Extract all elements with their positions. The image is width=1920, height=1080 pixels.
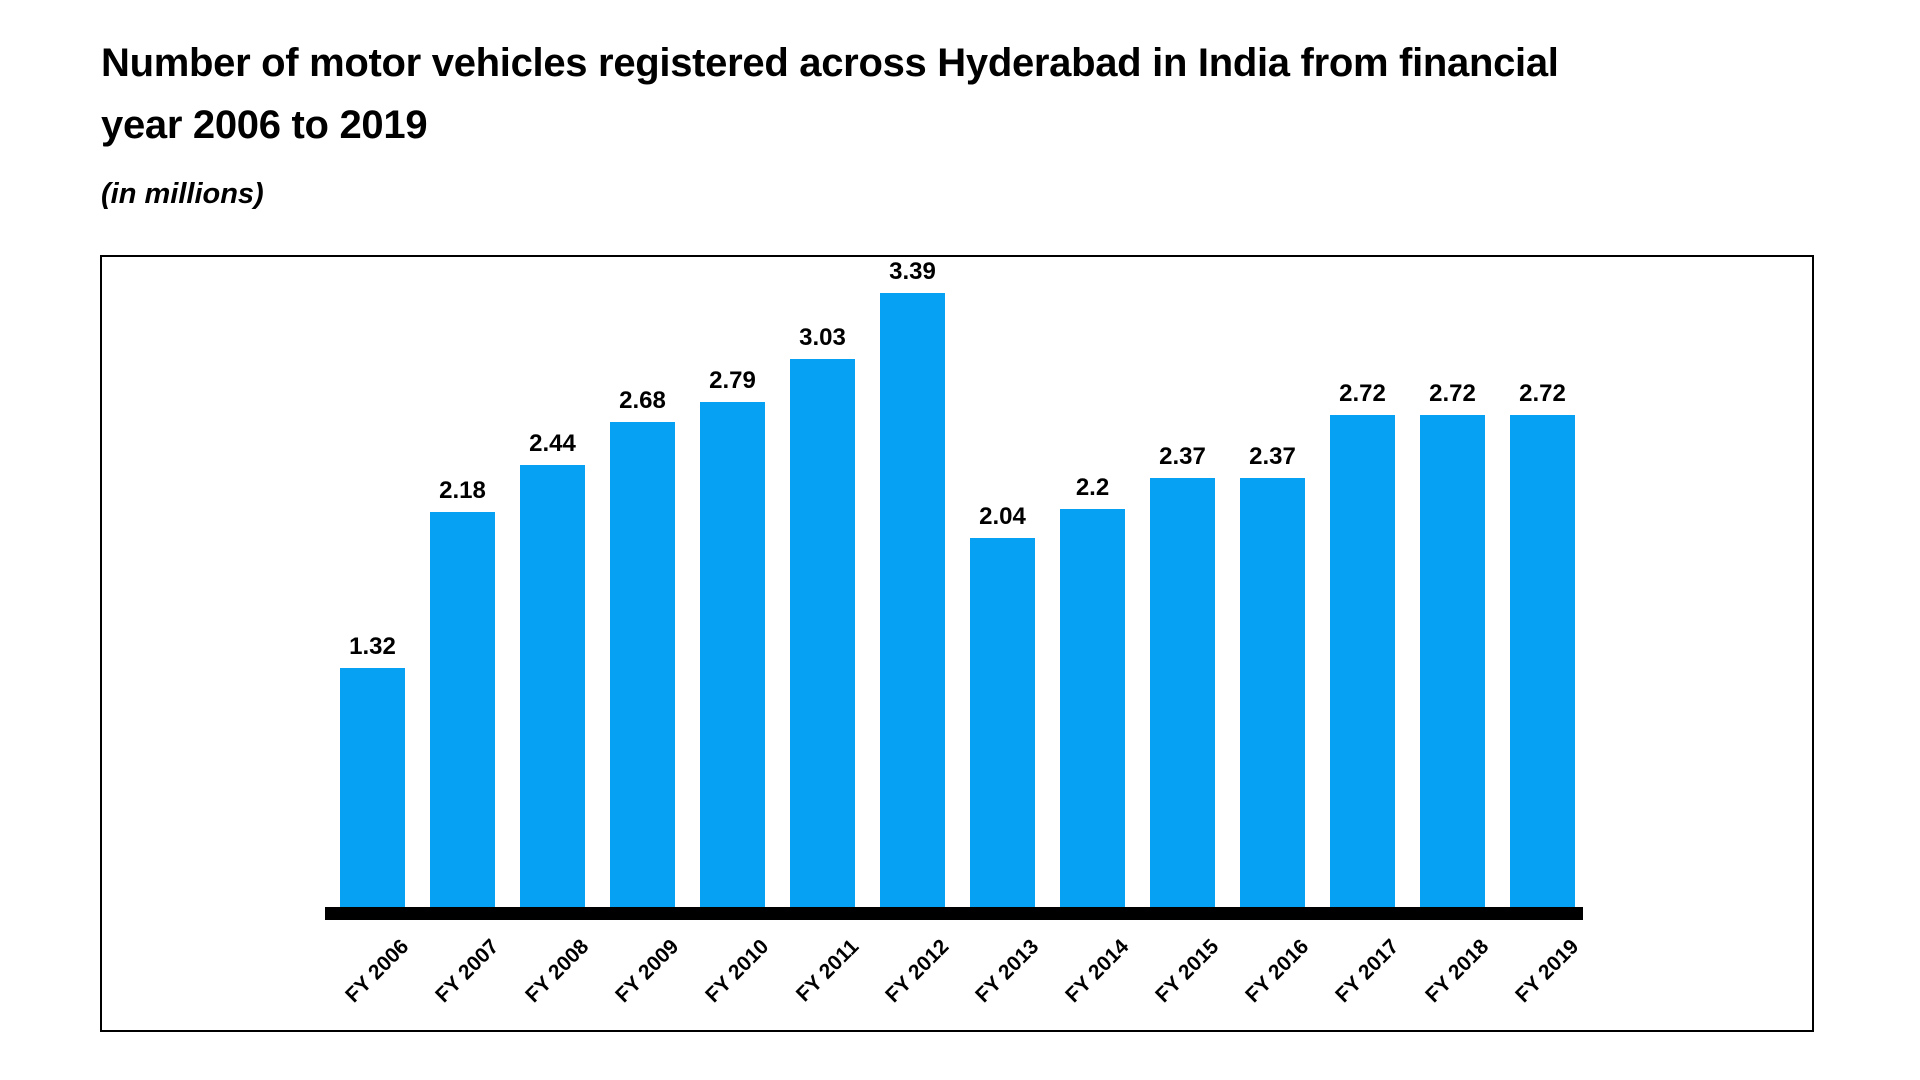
bar-fy-2013 bbox=[970, 538, 1035, 907]
value-label-fy-2010: 2.79 bbox=[709, 367, 756, 394]
value-label-fy-2011: 3.03 bbox=[799, 324, 846, 351]
bar-fy-2008 bbox=[520, 465, 585, 907]
value-label-fy-2006: 1.32 bbox=[349, 633, 396, 660]
value-label-fy-2013: 2.04 bbox=[979, 503, 1026, 530]
bar-fy-2014 bbox=[1060, 509, 1125, 907]
chart-title-line-1: Number of motor vehicles registered acro… bbox=[101, 41, 1559, 85]
x-axis-line bbox=[325, 907, 1583, 920]
bar-fy-2010 bbox=[700, 402, 765, 907]
value-label-fy-2012: 3.39 bbox=[889, 258, 936, 285]
bar-fy-2009 bbox=[610, 422, 675, 907]
plot-area: 1.32 FY 2006 2.18 FY 2007 2.44 FY 2008 2.68 FY … bbox=[102, 257, 1812, 1030]
bar-fy-2007 bbox=[430, 512, 495, 907]
bar-fy-2016 bbox=[1240, 478, 1305, 907]
bar-fy-2018 bbox=[1420, 415, 1485, 907]
value-label-fy-2017: 2.72 bbox=[1339, 380, 1386, 407]
chart-header: Number of motor vehicles registered acro… bbox=[101, 32, 1581, 211]
bar-fy-2017 bbox=[1330, 415, 1395, 907]
value-label-fy-2014: 2.2 bbox=[1075, 474, 1110, 501]
value-label-fy-2016: 2.37 bbox=[1249, 443, 1296, 470]
bar-fy-2012 bbox=[880, 293, 945, 907]
chart-frame: 1.32 FY 2006 2.18 FY 2007 2.44 FY 2008 2.68 FY … bbox=[100, 255, 1814, 1032]
value-label-fy-2008: 2.44 bbox=[529, 430, 576, 457]
bar-fy-2011 bbox=[790, 359, 855, 907]
bar-fy-2015 bbox=[1150, 478, 1215, 907]
bar-fy-2006 bbox=[340, 668, 405, 907]
value-label-fy-2015: 2.37 bbox=[1159, 443, 1206, 470]
chart-title-line-2: year 2006 to 2019 bbox=[101, 103, 428, 147]
bar-fy-2019 bbox=[1510, 415, 1575, 907]
value-label-fy-2019: 2.72 bbox=[1519, 380, 1566, 407]
value-label-fy-2018: 2.72 bbox=[1429, 380, 1476, 407]
value-label-fy-2009: 2.68 bbox=[619, 387, 666, 414]
chart-subtitle: (in millions) bbox=[101, 178, 264, 210]
value-label-fy-2007: 2.18 bbox=[439, 477, 486, 504]
